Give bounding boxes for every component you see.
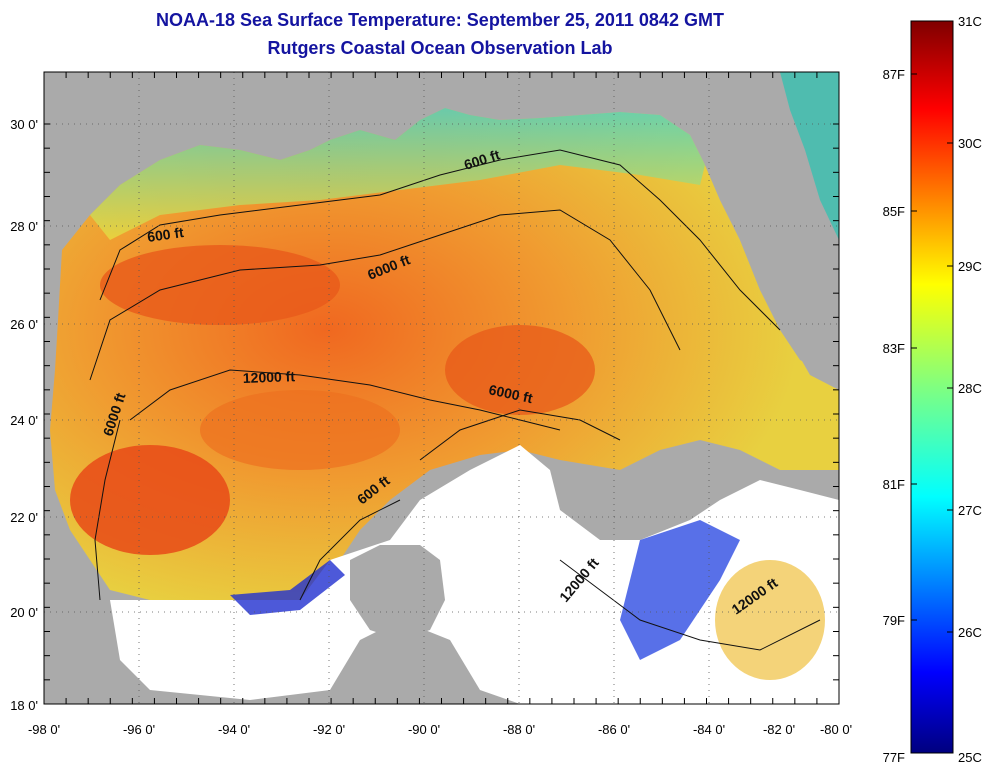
celsius-label: 30C xyxy=(958,136,982,151)
lon-tick-label: -84 0' xyxy=(693,722,725,737)
lat-tick-label: 22 0' xyxy=(10,510,38,525)
lat-tick-label: 26 0' xyxy=(10,317,38,332)
lon-tick-label: -88 0' xyxy=(503,722,535,737)
lat-tick-label: 24 0' xyxy=(10,413,38,428)
contour-6000ft-west xyxy=(94,419,121,601)
contour-label: 600 ft xyxy=(146,224,185,245)
celsius-label: 29C xyxy=(958,259,982,274)
yucatan-peninsula xyxy=(350,545,445,640)
colorbar-fahrenheit-labels: 87F 85F 83F 81F 79F 77F xyxy=(883,67,905,765)
graticule xyxy=(44,72,839,704)
celsius-label: 28C xyxy=(958,381,982,396)
celsius-label: 25C xyxy=(958,750,982,765)
fahrenheit-label: 81F xyxy=(883,477,905,492)
lat-tick-label: 28 0' xyxy=(10,219,38,234)
contour-600ft-yucatan xyxy=(299,499,401,601)
lon-tick-label: -86 0' xyxy=(598,722,630,737)
lat-tick-label: 30 0' xyxy=(10,117,38,132)
colorbar-celsius-labels: 31C 30C 29C 28C 27C 26C 25C xyxy=(958,14,982,765)
celsius-label: 31C xyxy=(958,14,982,29)
map-subtitle: Rutgers Coastal Ocean Observation Lab xyxy=(267,38,613,58)
contour-12000ft xyxy=(129,369,561,431)
warm-core-southwest xyxy=(70,445,230,555)
fahrenheit-label: 83F xyxy=(883,341,905,356)
cold-fringe-cuba xyxy=(620,520,740,660)
minor-ticks xyxy=(43,72,840,705)
contour-6000ft-north xyxy=(89,209,681,381)
longitude-axis: -98 0' -96 0' -94 0' -92 0' -90 0' -88 0… xyxy=(28,722,852,737)
lon-tick-label: -96 0' xyxy=(123,722,155,737)
map-plot-area xyxy=(44,72,839,704)
lon-tick-label: -80 0' xyxy=(820,722,852,737)
cold-fringe-yucatan xyxy=(230,560,345,615)
contour-label: 12000 ft xyxy=(243,368,296,386)
lon-tick-label: -90 0' xyxy=(408,722,440,737)
fahrenheit-label: 79F xyxy=(883,613,905,628)
depth-contours xyxy=(89,149,821,651)
lon-tick-label: -82 0' xyxy=(763,722,795,737)
caribbean-warm-patch xyxy=(715,560,825,680)
celsius-label: 26C xyxy=(958,625,982,640)
contour-6000ft-east xyxy=(419,409,621,461)
contour-caribbean xyxy=(559,559,821,651)
gulf-water-sst xyxy=(50,108,839,600)
fahrenheit-label: 77F xyxy=(883,750,905,765)
lat-tick-label: 18 0' xyxy=(10,698,38,713)
northern-coastal-band xyxy=(90,108,705,240)
lon-tick-label: -94 0' xyxy=(218,722,250,737)
fahrenheit-label: 85F xyxy=(883,204,905,219)
temperature-colorbar xyxy=(910,20,954,754)
colorbar-ticks xyxy=(911,73,953,633)
warm-core-central xyxy=(200,390,400,470)
florida-peninsula xyxy=(690,100,839,370)
cuba-island xyxy=(580,462,720,520)
florida-atlantic-water xyxy=(780,72,839,240)
lon-tick-label: -92 0' xyxy=(313,722,345,737)
fahrenheit-label: 87F xyxy=(883,67,905,82)
celsius-label: 27C xyxy=(958,503,982,518)
latitude-axis: 30 0' 28 0' 26 0' 24 0' 22 0' 20 0' 18 0… xyxy=(10,117,38,713)
lon-tick-label: -98 0' xyxy=(28,722,60,737)
warm-core-east xyxy=(445,325,595,415)
map-title: NOAA-18 Sea Surface Temperature: Septemb… xyxy=(156,10,724,30)
contour-600ft-north xyxy=(99,149,781,331)
warm-core-north xyxy=(100,245,340,325)
lat-tick-label: 20 0' xyxy=(10,605,38,620)
